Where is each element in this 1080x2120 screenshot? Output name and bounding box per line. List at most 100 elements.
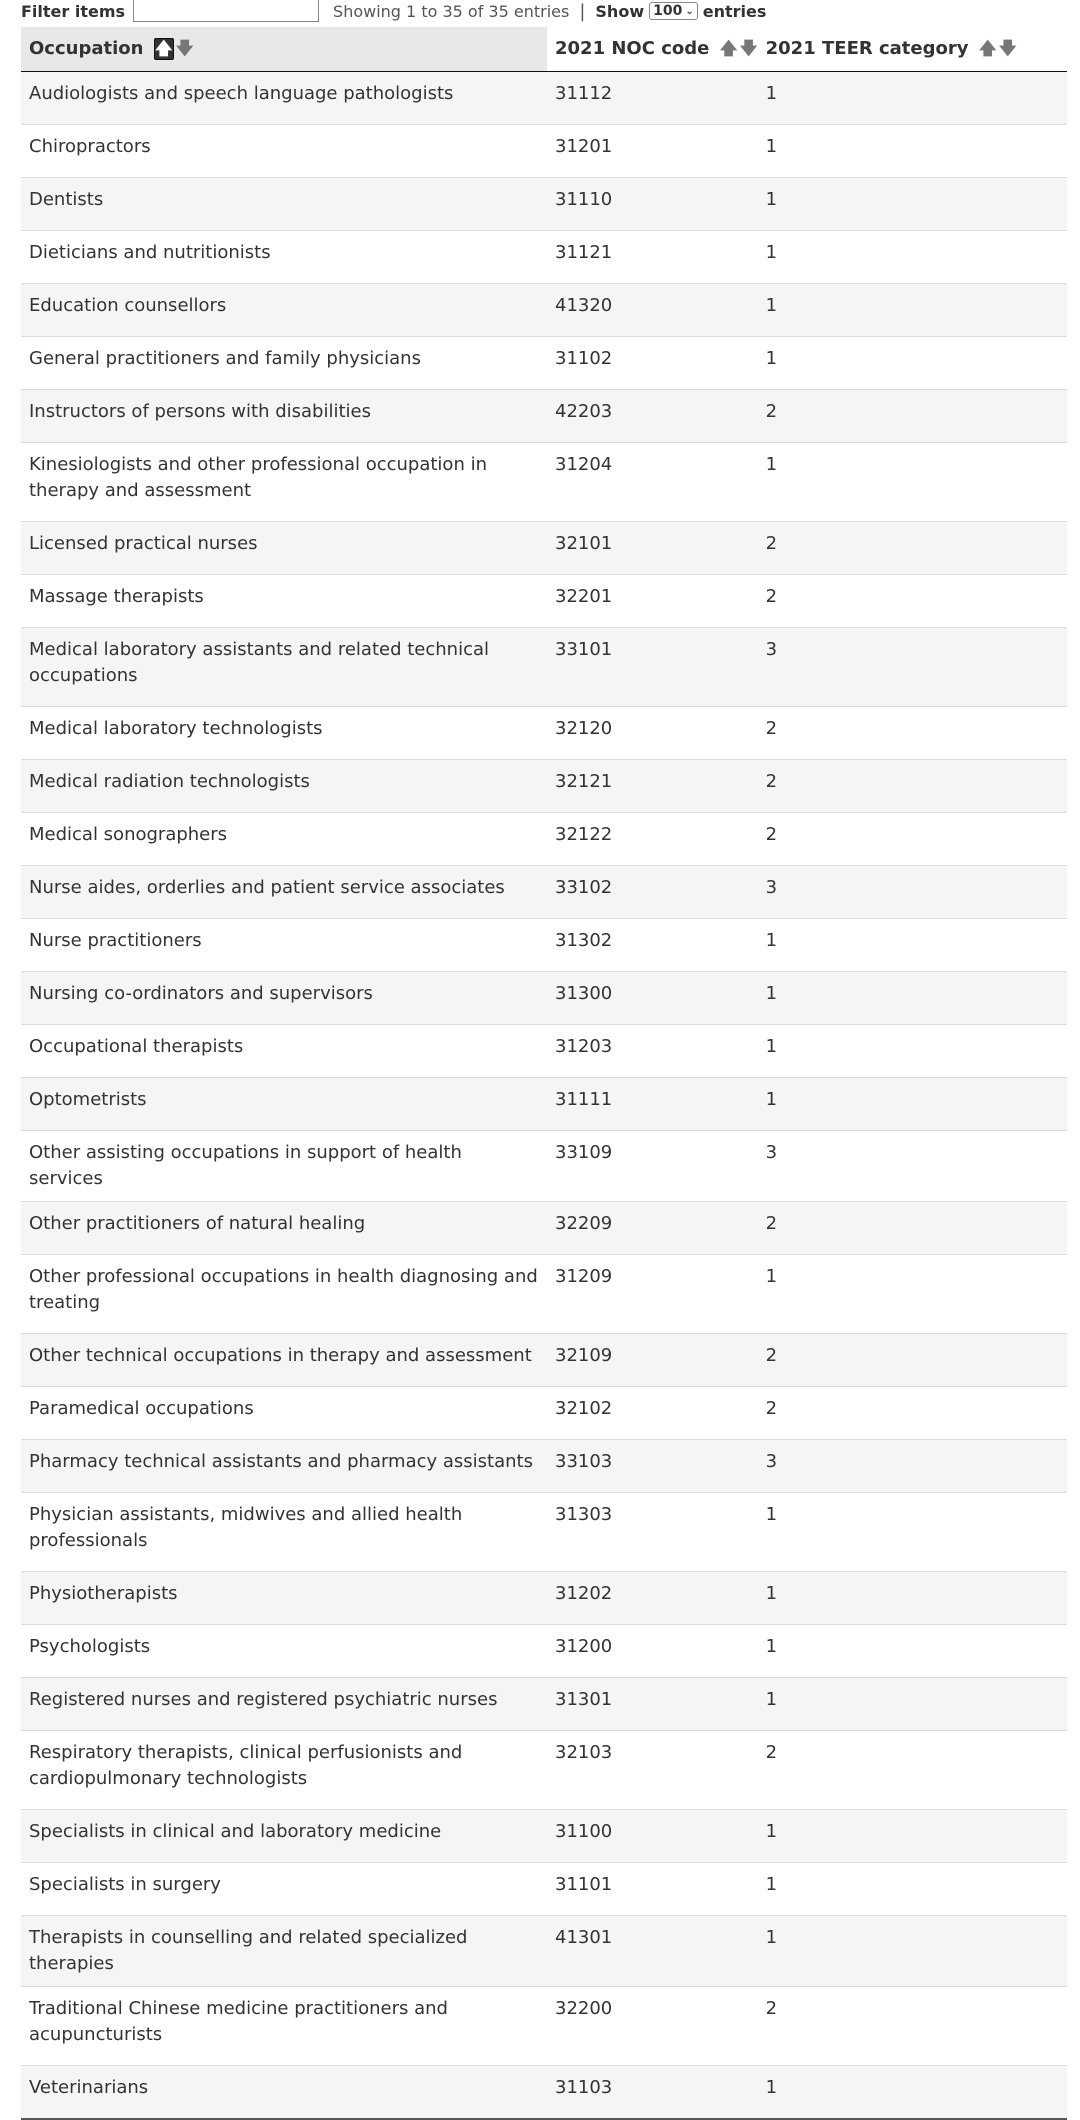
- occupation-cell: Traditional Chinese medicine practitione…: [21, 1986, 547, 2066]
- noc-code-cell: 32122: [547, 812, 758, 866]
- table-row: Other technical occupations in therapy a…: [21, 1333, 1067, 1387]
- occupation-cell: Nurse aides, orderlies and patient servi…: [21, 865, 547, 919]
- occupation-cell: Medical laboratory assistants and relate…: [21, 627, 547, 707]
- occupation-cell: Therapists in counselling and related sp…: [21, 1915, 547, 1987]
- table-row: Massage therapists 32201 2: [21, 574, 1067, 628]
- occupation-cell: Optometrists: [21, 1077, 547, 1131]
- column-header-teer-category[interactable]: 2021 TEER category 🡅 🡇: [757, 27, 1067, 72]
- noc-code-cell: 31303: [547, 1492, 758, 1572]
- teer-category-cell: 3: [757, 1130, 1067, 1202]
- arrow-up-icon[interactable]: 🡅: [153, 38, 174, 60]
- noc-code-cell: 31209: [547, 1254, 758, 1334]
- teer-category-cell: 2: [757, 706, 1067, 760]
- occupation-cell: Dieticians and nutritionists: [21, 230, 547, 284]
- occupation-cell: Registered nurses and registered psychia…: [21, 1677, 547, 1731]
- noc-code-cell: 31302: [547, 918, 758, 972]
- occupation-cell: Other technical occupations in therapy a…: [21, 1333, 547, 1387]
- table-row: Other practitioners of natural healing 32…: [21, 1201, 1067, 1255]
- noc-code-cell: 32209: [547, 1201, 758, 1255]
- teer-category-cell: 1: [757, 1254, 1067, 1334]
- teer-category-cell: 1: [757, 918, 1067, 972]
- noc-code-cell: 42203: [547, 389, 758, 443]
- occupation-cell: Pharmacy technical assistants and pharma…: [21, 1439, 547, 1493]
- table-row: Respiratory therapists, clinical perfusi…: [21, 1730, 1067, 1810]
- occupation-cell: Nursing co-ordinators and supervisors: [21, 971, 547, 1025]
- teer-category-cell: 1: [757, 1077, 1067, 1131]
- noc-code-cell: 31121: [547, 230, 758, 284]
- column-header-label: Occupation: [29, 38, 144, 59]
- divider: |: [579, 0, 586, 22]
- occupation-cell: Medical sonographers: [21, 812, 547, 866]
- table-row: Optometrists 31111 1: [21, 1077, 1067, 1131]
- arrow-down-icon[interactable]: 🡇: [739, 38, 758, 59]
- teer-category-cell: 1: [757, 1915, 1067, 1987]
- table-header-row: Occupation 🡅 🡇 2021 NOC code 🡅 🡇 2021 TE…: [21, 27, 1067, 72]
- noc-code-cell: 31103: [547, 2065, 758, 2119]
- page-size-value: 100: [653, 3, 683, 19]
- teer-category-cell: 1: [757, 1571, 1067, 1625]
- teer-category-cell: 2: [757, 759, 1067, 813]
- sort-controls: 🡅 🡇: [153, 38, 194, 60]
- table-row: Dieticians and nutritionists 31121 1: [21, 230, 1067, 284]
- teer-category-cell: 1: [757, 1677, 1067, 1731]
- noc-code-cell: 32201: [547, 574, 758, 628]
- page-size-select[interactable]: 100 ⌄: [649, 2, 698, 20]
- column-header-label: 2021 NOC code: [555, 38, 710, 59]
- occupation-cell: Other professional occupations in health…: [21, 1254, 547, 1334]
- occupation-cell: Specialists in clinical and laboratory m…: [21, 1809, 547, 1863]
- table-row: Veterinarians 31103 1: [21, 2065, 1067, 2119]
- column-header-occupation[interactable]: Occupation 🡅 🡇: [21, 27, 547, 72]
- column-header-noc-code[interactable]: 2021 NOC code 🡅 🡇: [547, 27, 758, 72]
- occupation-cell: Medical laboratory technologists: [21, 706, 547, 760]
- occupation-cell: Physiotherapists: [21, 1571, 547, 1625]
- noc-code-cell: 31203: [547, 1024, 758, 1078]
- noc-code-cell: 32103: [547, 1730, 758, 1810]
- teer-category-cell: 1: [757, 1492, 1067, 1572]
- occupation-cell: Dentists: [21, 177, 547, 231]
- show-label: Show: [595, 1, 645, 21]
- table-row: Medical laboratory assistants and relate…: [21, 627, 1067, 707]
- table-controls: Filter items Showing 1 to 35 of 35 entri…: [21, 0, 1061, 22]
- occupation-cell: Licensed practical nurses: [21, 521, 547, 575]
- table-row: Medical sonographers 32122 2: [21, 812, 1067, 866]
- noc-code-cell: 32109: [547, 1333, 758, 1387]
- teer-category-cell: 2: [757, 1730, 1067, 1810]
- noc-code-cell: 32120: [547, 706, 758, 760]
- table-body: Audiologists and speech language patholo…: [21, 71, 1067, 2119]
- noc-code-cell: 31202: [547, 1571, 758, 1625]
- noc-code-cell: 31100: [547, 1809, 758, 1863]
- entries-label: entries: [702, 1, 767, 21]
- occupation-cell: Massage therapists: [21, 574, 547, 628]
- arrow-down-icon[interactable]: 🡇: [175, 38, 194, 59]
- table-row: Psychologists 31200 1: [21, 1624, 1067, 1678]
- arrow-down-icon[interactable]: 🡇: [999, 38, 1017, 59]
- sort-controls: 🡅 🡇: [720, 38, 758, 60]
- teer-category-cell: 3: [757, 865, 1067, 919]
- noc-code-cell: 32102: [547, 1386, 758, 1440]
- occupation-cell: Audiologists and speech language patholo…: [21, 71, 547, 125]
- occupations-table: Occupation 🡅 🡇 2021 NOC code 🡅 🡇 2021 TE…: [21, 27, 1067, 2120]
- occupation-cell: Chiropractors: [21, 124, 547, 178]
- occupation-cell: Veterinarians: [21, 2065, 547, 2119]
- occupation-cell: Nurse practitioners: [21, 918, 547, 972]
- noc-code-cell: 41320: [547, 283, 758, 337]
- noc-code-cell: 31110: [547, 177, 758, 231]
- column-header-label: 2021 TEER category: [765, 38, 969, 59]
- teer-category-cell: 2: [757, 521, 1067, 575]
- noc-code-cell: 31111: [547, 1077, 758, 1131]
- table-row: Dentists 31110 1: [21, 177, 1067, 231]
- arrow-up-icon[interactable]: 🡅: [719, 38, 738, 59]
- occupation-cell: Instructors of persons with disabilities: [21, 389, 547, 443]
- occupation-cell: Kinesiologists and other professional oc…: [21, 442, 547, 522]
- arrow-up-icon[interactable]: 🡅: [979, 38, 997, 59]
- noc-code-cell: 31200: [547, 1624, 758, 1678]
- noc-code-cell: 31201: [547, 124, 758, 178]
- filter-input[interactable]: [133, 0, 320, 22]
- table-row: Licensed practical nurses 32101 2: [21, 521, 1067, 575]
- table-row: Physician assistants, midwives and allie…: [21, 1492, 1067, 1572]
- occupation-cell: Psychologists: [21, 1624, 547, 1678]
- teer-category-cell: 1: [757, 230, 1067, 284]
- teer-category-cell: 1: [757, 336, 1067, 390]
- teer-category-cell: 2: [757, 574, 1067, 628]
- teer-category-cell: 3: [757, 1439, 1067, 1493]
